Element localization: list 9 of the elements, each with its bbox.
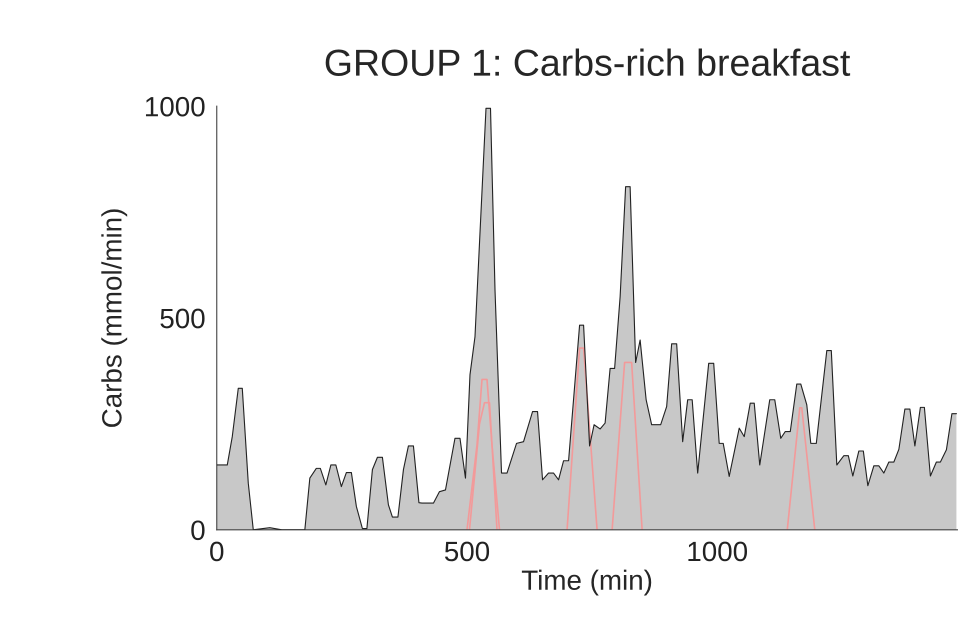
y-tick-label: 1000 <box>146 96 205 117</box>
chart-title: GROUP 1: Carbs-rich breakfast <box>326 48 850 76</box>
x-tick-label: 0 <box>210 542 224 562</box>
y-tick-label: 0 <box>191 520 205 540</box>
y-tick-label: 500 <box>160 308 205 328</box>
x-tick-label: 500 <box>444 542 490 562</box>
x-axis-title: Time (min) <box>522 570 652 596</box>
x-tick-label: 1000 <box>688 542 748 562</box>
y-axis-title: Carbs (mmol/min) <box>101 209 128 427</box>
